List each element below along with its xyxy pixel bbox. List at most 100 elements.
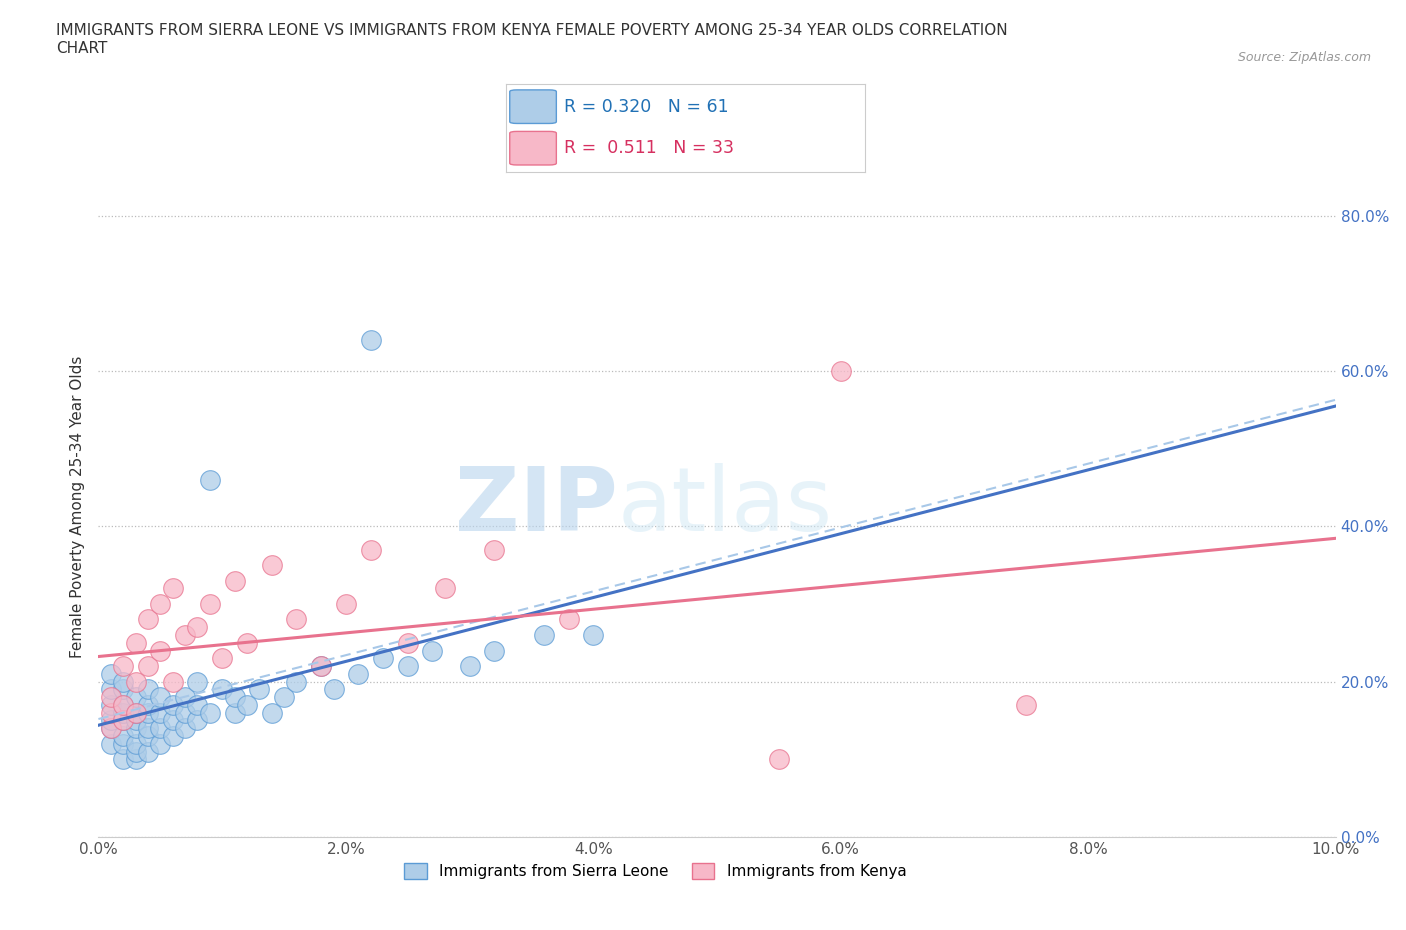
Text: atlas: atlas bbox=[619, 463, 834, 551]
Point bbox=[124, 705, 146, 720]
Point bbox=[211, 651, 233, 666]
Point bbox=[124, 635, 146, 650]
Point bbox=[124, 713, 146, 728]
Point bbox=[112, 713, 135, 728]
Point bbox=[136, 682, 159, 697]
Point bbox=[149, 690, 172, 705]
Point bbox=[112, 698, 135, 712]
Point bbox=[322, 682, 344, 697]
Point bbox=[136, 721, 159, 736]
Y-axis label: Female Poverty Among 25-34 Year Olds: Female Poverty Among 25-34 Year Olds bbox=[69, 355, 84, 658]
Point bbox=[124, 705, 146, 720]
Point bbox=[236, 635, 259, 650]
Point bbox=[309, 658, 332, 673]
Point bbox=[422, 644, 444, 658]
Point bbox=[484, 542, 506, 557]
Point bbox=[100, 721, 122, 736]
Point bbox=[198, 472, 221, 487]
Point bbox=[149, 737, 172, 751]
Point bbox=[112, 682, 135, 697]
Point bbox=[309, 658, 332, 673]
Text: R = 0.320   N = 61: R = 0.320 N = 61 bbox=[564, 98, 728, 115]
Legend: Immigrants from Sierra Leone, Immigrants from Kenya: Immigrants from Sierra Leone, Immigrants… bbox=[398, 857, 912, 885]
Point bbox=[371, 651, 394, 666]
Point bbox=[186, 713, 208, 728]
Point bbox=[260, 705, 283, 720]
Point bbox=[162, 581, 184, 596]
Point bbox=[174, 705, 197, 720]
Point bbox=[100, 690, 122, 705]
Point bbox=[198, 596, 221, 611]
Point bbox=[149, 721, 172, 736]
Point bbox=[136, 612, 159, 627]
Point bbox=[100, 698, 122, 712]
Point bbox=[285, 674, 308, 689]
Point bbox=[124, 751, 146, 766]
Point bbox=[100, 737, 122, 751]
Point bbox=[100, 682, 122, 697]
Point bbox=[484, 644, 506, 658]
Point bbox=[557, 612, 579, 627]
Text: R =  0.511   N = 33: R = 0.511 N = 33 bbox=[564, 140, 734, 157]
Point bbox=[112, 698, 135, 712]
Point bbox=[174, 628, 197, 643]
Point bbox=[360, 332, 382, 347]
Text: IMMIGRANTS FROM SIERRA LEONE VS IMMIGRANTS FROM KENYA FEMALE POVERTY AMONG 25-34: IMMIGRANTS FROM SIERRA LEONE VS IMMIGRAN… bbox=[56, 23, 1008, 56]
Point bbox=[162, 728, 184, 743]
Point bbox=[112, 705, 135, 720]
FancyBboxPatch shape bbox=[510, 131, 557, 165]
Point bbox=[149, 705, 172, 720]
Point bbox=[100, 713, 122, 728]
Point bbox=[396, 635, 419, 650]
Point bbox=[136, 705, 159, 720]
Point bbox=[458, 658, 481, 673]
Point bbox=[162, 674, 184, 689]
Point bbox=[174, 690, 197, 705]
Point bbox=[174, 721, 197, 736]
Point bbox=[1015, 698, 1038, 712]
Point bbox=[124, 744, 146, 759]
Point bbox=[830, 364, 852, 379]
Point bbox=[186, 619, 208, 634]
Point bbox=[136, 698, 159, 712]
Point bbox=[112, 737, 135, 751]
Text: ZIP: ZIP bbox=[456, 463, 619, 551]
Point bbox=[112, 751, 135, 766]
Point bbox=[396, 658, 419, 673]
Point bbox=[198, 705, 221, 720]
Point bbox=[236, 698, 259, 712]
Point bbox=[224, 573, 246, 588]
Point bbox=[124, 690, 146, 705]
Point bbox=[533, 628, 555, 643]
Point bbox=[224, 690, 246, 705]
Point bbox=[335, 596, 357, 611]
Point bbox=[186, 674, 208, 689]
Point bbox=[149, 596, 172, 611]
Point bbox=[260, 558, 283, 573]
Text: Source: ZipAtlas.com: Source: ZipAtlas.com bbox=[1237, 51, 1371, 64]
Point bbox=[768, 751, 790, 766]
Point bbox=[433, 581, 456, 596]
Point bbox=[162, 698, 184, 712]
Point bbox=[211, 682, 233, 697]
Point bbox=[100, 721, 122, 736]
Point bbox=[112, 658, 135, 673]
Point bbox=[285, 612, 308, 627]
Point bbox=[136, 728, 159, 743]
Point bbox=[247, 682, 270, 697]
Point bbox=[186, 698, 208, 712]
Point bbox=[124, 674, 146, 689]
Point bbox=[347, 667, 370, 682]
Point bbox=[112, 674, 135, 689]
Point bbox=[149, 644, 172, 658]
Point bbox=[112, 728, 135, 743]
FancyBboxPatch shape bbox=[510, 90, 557, 124]
Point bbox=[360, 542, 382, 557]
Point bbox=[162, 713, 184, 728]
Point bbox=[582, 628, 605, 643]
Point bbox=[224, 705, 246, 720]
Point bbox=[100, 667, 122, 682]
Point bbox=[100, 705, 122, 720]
Point bbox=[273, 690, 295, 705]
Point bbox=[112, 713, 135, 728]
